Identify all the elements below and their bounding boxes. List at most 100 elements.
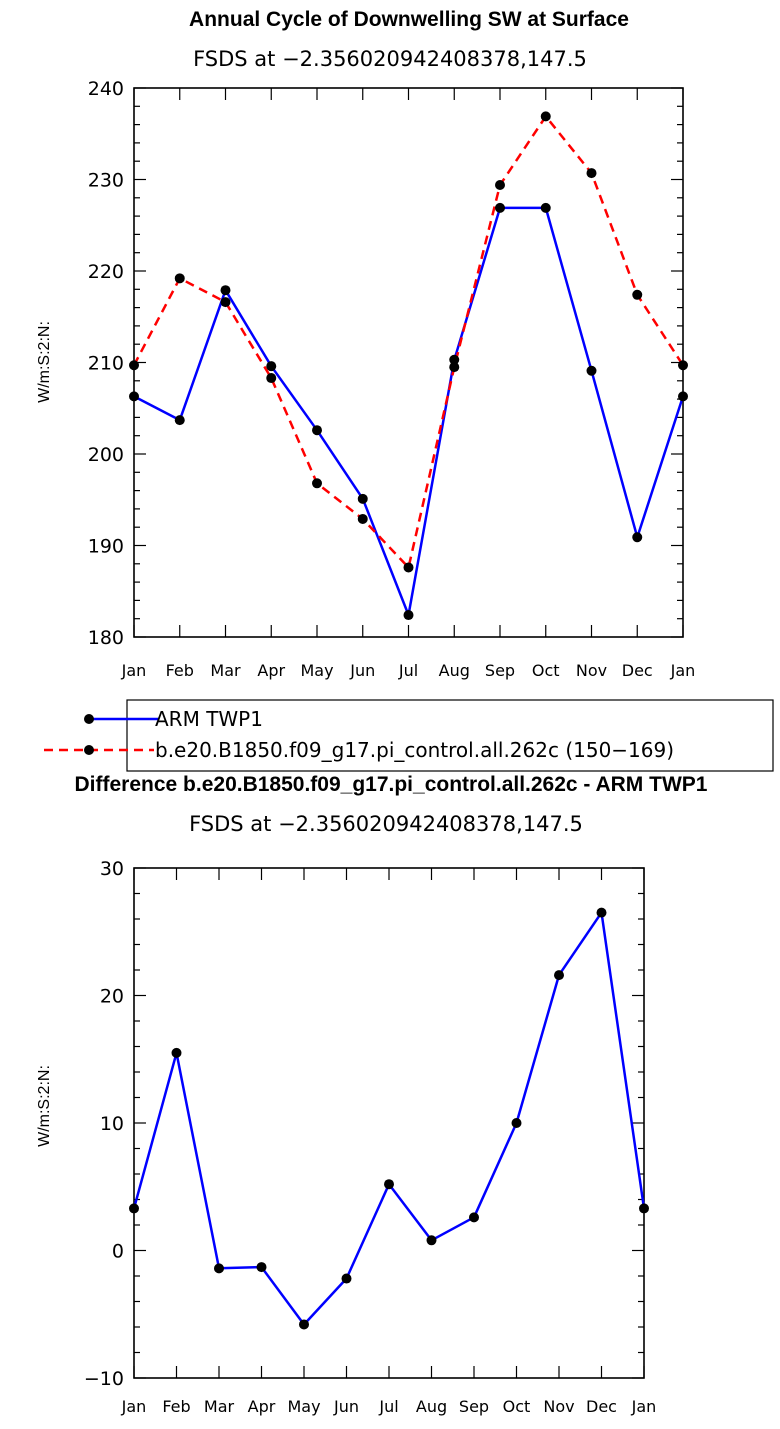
data-point-s0-0 (129, 391, 139, 402)
x-tick-label: Aug (439, 661, 470, 680)
legend-label-model: b.e20.B1850.f09_g17.pi_control.all.262c … (155, 738, 674, 762)
x-tick-label: Jan (670, 661, 696, 680)
data-point-s1-0 (129, 360, 139, 371)
data-point-s0-10 (586, 365, 597, 376)
x-tick-label: Sep (459, 1397, 489, 1416)
y-tick-label: 10 (100, 1113, 124, 1135)
x-tick-label: Jun (333, 1397, 359, 1416)
chart-2-axes: −10 0 10 20 30 Jan Feb Mar Apr May Jun Jul Aug Sep Oct… (84, 858, 656, 1416)
data-point-s0-1 (171, 1047, 182, 1058)
data-point-s0-10 (554, 970, 564, 981)
y-tick-label: 220 (88, 261, 124, 283)
y-tick-label: 180 (88, 627, 124, 649)
data-point-s1-11 (632, 289, 643, 300)
data-point-s0-2 (220, 285, 231, 296)
x-tick-label: Feb (166, 661, 194, 680)
data-point-s0-3 (256, 1262, 267, 1273)
x-tick-label: Mar (204, 1397, 235, 1416)
chart-1-points (129, 111, 688, 621)
y-tick-label: 240 (88, 78, 124, 100)
data-point-s0-6 (384, 1179, 394, 1190)
x-tick-label: Oct (503, 1397, 531, 1416)
y-tick-label: 0 (112, 1241, 124, 1263)
x-tick-label: Dec (586, 1397, 617, 1416)
data-point-s1-7 (449, 362, 460, 373)
x-tick-label: Nov (543, 1397, 574, 1416)
data-point-s1-12 (678, 360, 688, 371)
data-point-s1-8 (495, 179, 505, 190)
y-tick-label: 20 (100, 986, 124, 1008)
x-tick-label: Sep (485, 661, 515, 680)
x-tick-label: Jul (378, 1397, 398, 1416)
x-tick-label: Apr (257, 661, 285, 680)
x-tick-label: Jul (398, 661, 418, 680)
data-point-s0-11 (632, 532, 643, 543)
x-tick-label: Apr (248, 1397, 276, 1416)
data-point-s0-5 (341, 1273, 352, 1284)
data-point-s0-11 (596, 907, 607, 918)
data-point-s1-9 (540, 111, 551, 122)
chart-2-ylabel: W/m:S:2:N: (36, 1065, 53, 1147)
legend-marker-arm (84, 714, 94, 724)
chart-2-title: Difference b.e20.B1850.f09_g17.pi_contro… (75, 773, 708, 796)
x-tick-label: Jan (631, 1397, 657, 1416)
x-tick-label: Jun (349, 661, 375, 680)
chart-1: Annual Cycle of Downwelling SW at Surfac… (36, 8, 695, 680)
y-tick-label: 200 (88, 444, 124, 466)
chart-1-axes: 180 190 200 210 220 230 240 Jan Feb Mar Apr May Jun J… (88, 78, 696, 680)
legend-box (126, 699, 774, 772)
data-point-s0-8 (469, 1212, 479, 1223)
x-tick-label: Mar (210, 661, 241, 680)
legend-label-arm: ARM TWP1 (155, 707, 263, 731)
x-tick-label: Jan (121, 1397, 147, 1416)
chart-1-legend: ARM TWP1 b.e20.B1850.f09_g17.pi_control.… (44, 699, 774, 772)
data-point-s0-2 (214, 1263, 224, 1274)
data-point-s0-4 (312, 425, 322, 436)
data-point-s1-6 (403, 562, 414, 573)
data-point-s1-5 (357, 513, 368, 524)
series-line-1 (132, 115, 685, 569)
legend-marker-model (84, 745, 94, 755)
chart-2-points (129, 907, 649, 1330)
data-point-s0-3 (266, 361, 277, 372)
series-line-0 (133, 206, 685, 617)
data-point-s1-10 (586, 168, 597, 179)
x-tick-label: May (300, 661, 333, 680)
x-tick-label: Jan (121, 661, 147, 680)
data-point-s0-12 (639, 1203, 649, 1214)
chart-1-subtitle: FSDS at −2.356020942408378,147.5 (193, 47, 587, 71)
data-point-s0-12 (678, 391, 688, 402)
chart-1-frame (133, 87, 684, 638)
data-point-s1-4 (312, 478, 322, 489)
x-tick-label: Aug (416, 1397, 447, 1416)
data-point-s1-1 (174, 273, 185, 284)
data-point-s0-5 (357, 493, 368, 504)
y-tick-label: 210 (88, 353, 124, 375)
data-point-s0-8 (495, 202, 505, 213)
data-point-s0-4 (299, 1319, 309, 1330)
x-tick-label: Feb (162, 1397, 190, 1416)
y-tick-label: 30 (100, 858, 124, 880)
chart-2-subtitle: FSDS at −2.356020942408378,147.5 (189, 812, 583, 836)
x-tick-label: Nov (576, 661, 607, 680)
data-point-s0-0 (129, 1203, 139, 1214)
data-point-s0-9 (540, 202, 551, 213)
series-line-0 (132, 911, 646, 1326)
chart-2: Difference b.e20.B1850.f09_g17.pi_contro… (36, 773, 708, 1416)
data-point-s0-6 (403, 610, 414, 621)
data-point-s0-9 (511, 1118, 522, 1128)
x-tick-label: Dec (622, 661, 653, 680)
x-tick-label: May (287, 1397, 320, 1416)
data-point-s0-7 (449, 354, 460, 365)
y-tick-label: −10 (84, 1368, 124, 1390)
data-point-s0-1 (174, 415, 185, 426)
data-point-s1-3 (266, 373, 277, 384)
chart-2-series (132, 911, 646, 1326)
data-point-s0-7 (426, 1235, 437, 1246)
x-tick-label: Oct (532, 661, 560, 680)
data-point-s1-2 (220, 297, 231, 308)
y-tick-label: 190 (88, 536, 124, 558)
chart-2-frame (133, 867, 645, 1379)
chart-1-ylabel: W/m:S:2:N: (36, 321, 53, 403)
